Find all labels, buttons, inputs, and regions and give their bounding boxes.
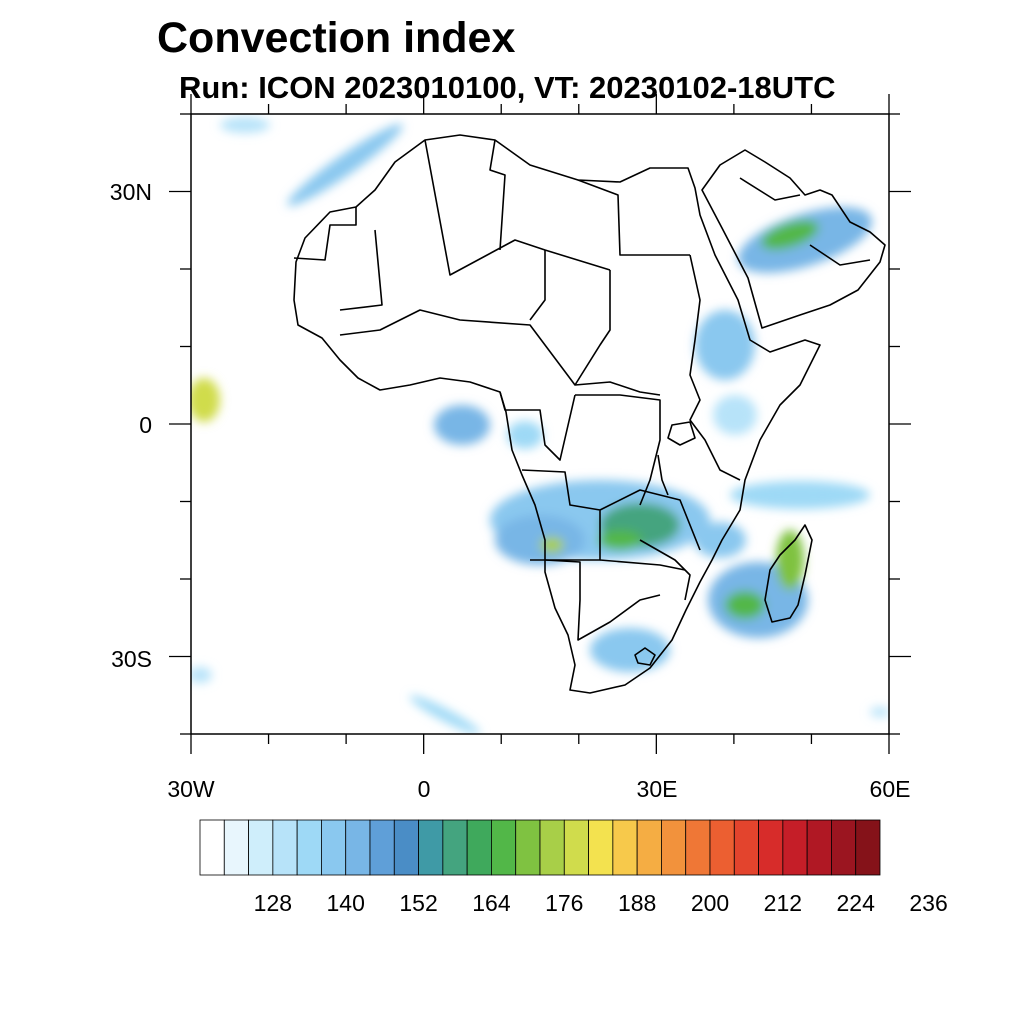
colorbar-swatch: [588, 819, 614, 876]
colorbar-swatch: [321, 819, 347, 876]
madagascar-coastline: [764, 524, 813, 623]
field-region-southwest-edge: [191, 667, 212, 683]
lat-label-30n: 30N: [110, 179, 152, 205]
colorbar-swatch: [831, 819, 857, 876]
arabia-coastline: [701, 149, 886, 329]
border-southern: [521, 469, 701, 561]
colorbar-swatch: [248, 819, 274, 876]
border-sahel: [339, 309, 661, 396]
convection-field: [191, 117, 889, 734]
colorbar-label: 152: [399, 890, 437, 916]
colorbar-swatch: [563, 819, 589, 876]
colorbar-swatch: [199, 819, 225, 876]
field-region-angola-core: [540, 537, 564, 553]
colorbar-label: 140: [327, 890, 365, 916]
field-region-gulf-of-guinea: [434, 405, 490, 445]
field-region-madagascar-core: [725, 591, 765, 619]
colorbar-swatch: [491, 819, 517, 876]
longitude-labels: 30W 0 30E 60E: [167, 776, 910, 802]
field-region-southeast-edge: [870, 707, 889, 717]
colorbar-swatch: [855, 819, 881, 876]
colorbar-label: 224: [837, 890, 876, 916]
border-zimbabwe: [639, 539, 691, 601]
colorbar-swatch: [393, 819, 419, 876]
colorbar-swatch: [806, 819, 832, 876]
border-north: [489, 139, 690, 256]
border-central: [529, 250, 611, 386]
colorbar-swatch: [709, 819, 735, 876]
colorbar-swatch: [782, 819, 808, 876]
border-congo: [499, 391, 661, 506]
colorbar-swatch: [636, 819, 662, 876]
field-region-atlantic-edge: [191, 378, 220, 422]
field-region-gabon: [507, 421, 543, 449]
chart-subtitle: Run: ICON 2023010100, VT: 20230102-18UTC: [179, 70, 836, 105]
colorbar-swatch: [758, 819, 784, 876]
field-region-zimbabwe: [598, 530, 642, 550]
colorbar-label: 128: [254, 890, 292, 916]
colorbar-swatch: [539, 819, 565, 876]
lon-label-30w: 30W: [167, 776, 215, 802]
field-region-arabia-core: [761, 220, 819, 250]
lake-tanganyika: [657, 454, 669, 496]
colorbar-swatch: [272, 819, 298, 876]
colorbar-label: 188: [618, 890, 656, 916]
field-region-indian-ocean: [730, 481, 870, 509]
colorbar-swatch: [345, 819, 371, 876]
coastline-layer: [293, 134, 886, 694]
colorbar-swatch: [612, 819, 638, 876]
colorbar-swatch: [661, 819, 687, 876]
colorbar-swatch: [369, 819, 395, 876]
colorbar-label: 200: [691, 890, 729, 916]
colorbar-swatch: [515, 819, 541, 876]
field-region-ethiopia: [695, 310, 755, 380]
chart-title: Convection index: [157, 14, 516, 62]
colorbar-swatch: [466, 819, 492, 876]
field-region-mozambique: [694, 522, 746, 558]
lake-victoria: [667, 421, 696, 446]
tick-layer: [169, 94, 911, 754]
border-namibia-botswana: [544, 559, 686, 641]
africa-coastline: [293, 134, 821, 694]
latitude-labels: 30N 0 30S: [110, 179, 152, 672]
border-sahara: [339, 139, 611, 311]
colorbar-swatch: [418, 819, 444, 876]
field-region-angola: [495, 515, 585, 565]
lon-label-60e: 60E: [870, 776, 911, 802]
colorbar: [199, 819, 881, 876]
border-middle-east: [739, 177, 871, 266]
map-frame: [190, 113, 890, 735]
lon-label-0: 0: [418, 776, 431, 802]
map-area: [191, 117, 889, 734]
colorbar-swatch: [733, 819, 759, 876]
colorbar-label: 176: [545, 890, 583, 916]
field-region-south-africa: [590, 628, 670, 672]
colorbar-swatch: [685, 819, 711, 876]
lat-label-30s: 30S: [111, 646, 152, 672]
field-region-channel: [776, 530, 804, 590]
colorbar-label: 164: [472, 890, 511, 916]
colorbar-label: 212: [764, 890, 802, 916]
lon-label-30e: 30E: [637, 776, 678, 802]
colorbar-swatch: [296, 819, 322, 876]
lat-label-0: 0: [139, 412, 152, 438]
field-region-northwest-africa: [287, 124, 403, 206]
lesotho: [634, 647, 656, 666]
colorbar-label: 236: [909, 890, 947, 916]
border-west: [293, 207, 357, 261]
field-region-east-africa: [713, 395, 757, 435]
colorbar-labels: 128 140 152 164 176 188 200 212 224 236: [254, 890, 948, 916]
border-east-africa: [689, 254, 741, 481]
field-region-south-atlantic: [409, 695, 481, 734]
field-region-north-edge: [220, 117, 270, 133]
colorbar-swatch: [223, 819, 249, 876]
colorbar-swatch: [442, 819, 468, 876]
